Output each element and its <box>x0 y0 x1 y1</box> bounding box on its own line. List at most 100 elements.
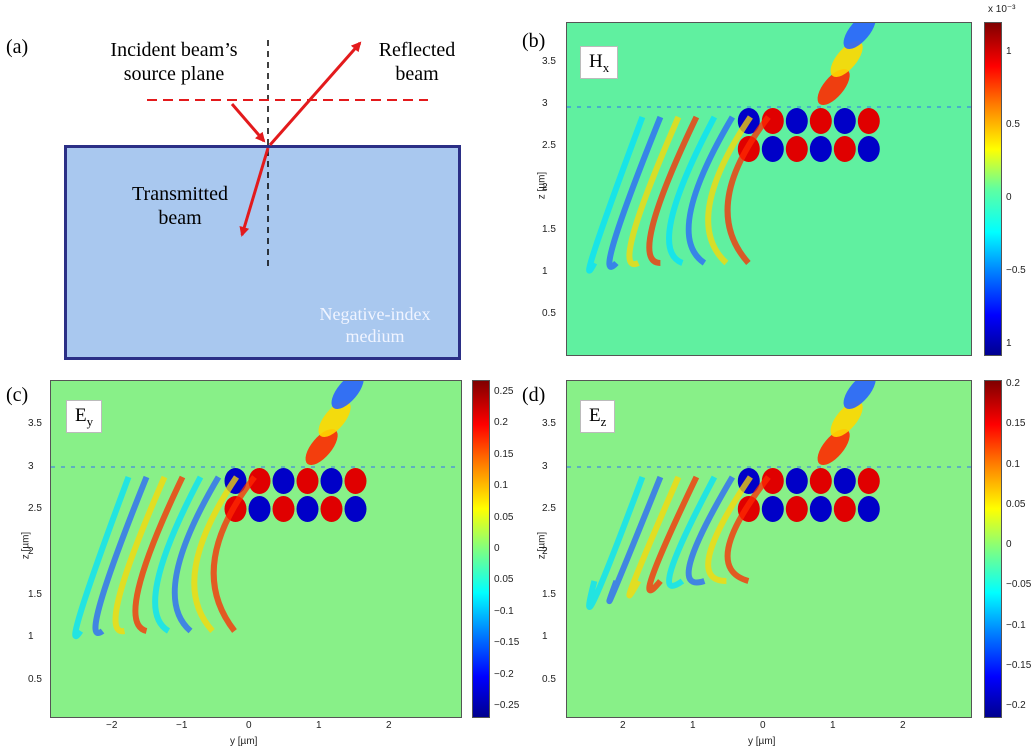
ez-transmitted-front <box>626 475 682 599</box>
ez-x-tick-1: 1 <box>690 720 696 731</box>
ez-lobe <box>809 468 832 494</box>
reflected-label: Reflected beam <box>378 39 456 85</box>
ey-cbar-tick-6: 0.05 <box>494 574 514 586</box>
transmitted-label: Transmitted beam <box>132 183 228 229</box>
ez-transmitted-front <box>724 475 771 584</box>
ey-transmitted-front <box>191 475 239 634</box>
ey-reflected-fringe <box>331 381 364 410</box>
ez-cbar-tick-8: −0.2 <box>1006 700 1026 711</box>
ez-cbar-tick-1: 0.15 <box>1006 418 1026 430</box>
ey-y-tick-6: 0.5 <box>28 674 42 685</box>
ey-lobe <box>248 468 271 494</box>
ey-transmitted-front <box>171 475 222 634</box>
ey-y-tick-5: 1 <box>28 631 34 643</box>
hx-y-tick-6: 0.5 <box>542 308 556 319</box>
hx-lobe <box>761 108 784 134</box>
ez-y-tick-0: 3.5 <box>542 418 556 429</box>
ez-cbar-tick-6: −0.1 <box>1006 619 1026 631</box>
ez-lobe <box>833 496 856 522</box>
ez-lobe <box>761 468 784 494</box>
ey-cbar-tick-3: 0.1 <box>494 480 508 492</box>
hx-cbar-tick-4: 1 <box>1006 338 1012 349</box>
hx-transmitted-front <box>705 115 753 266</box>
hx-cbar-tick-2: 0 <box>1006 192 1012 203</box>
ey-x-tick-3: 1 <box>316 720 322 731</box>
ey-transmitted-front <box>210 475 257 633</box>
ey-field-plot <box>50 380 462 718</box>
ey-y-tick-1: 3 <box>28 460 34 472</box>
ez-cbar-tick-3: 0.05 <box>1006 498 1026 510</box>
ey-cbar-tick-4: 0.05 <box>494 511 514 523</box>
ey-y-tick-4: 1.5 <box>28 588 42 600</box>
hx-lobe <box>785 136 808 162</box>
hx-y-tick-0: 3.5 <box>542 56 556 67</box>
ez-y-tick-1: 3 <box>542 460 548 472</box>
incident-arrow <box>230 103 266 143</box>
ez-x-tick-2: 0 <box>760 720 766 731</box>
hx-lobe <box>761 136 784 162</box>
ey-cbar-tick-10: −0.25 <box>494 700 520 711</box>
ez-cbar-tick-7: −0.15 <box>1006 659 1032 671</box>
ez-x-tick-3: 1 <box>830 720 836 731</box>
hx-lobe <box>833 136 856 162</box>
hx-field-label: Hx <box>580 46 619 79</box>
ez-reflected-fringe <box>843 381 876 410</box>
ey-y-tick-2: 2.5 <box>28 503 42 515</box>
ez-colorbar <box>984 380 1002 718</box>
hx-y-tick-2: 2.5 <box>542 140 556 151</box>
ez-field-label: Ez <box>580 400 616 433</box>
reflected-arrow <box>268 41 362 146</box>
ey-cbar-tick-0: 0.25 <box>494 386 514 397</box>
schematic-lines <box>147 40 428 268</box>
hx-cbar-tick-3: −0.5 <box>1006 265 1026 276</box>
hx-y-tick-1: 3 <box>542 98 548 109</box>
ey-reflected-fringe <box>305 428 338 466</box>
hx-y-tick-3: 2 <box>542 182 548 193</box>
ey-cbar-tick-1: 0.2 <box>494 417 508 429</box>
hx-transmitted-front <box>685 115 735 266</box>
hx-transmitted-front <box>626 115 682 268</box>
transmitted-arrow <box>239 147 270 237</box>
ey-reflected-fringe <box>318 400 351 438</box>
ez-transmitted-front <box>586 475 646 610</box>
ez-y-tick-6: 0.5 <box>542 674 556 685</box>
ez-x-tick-4: 2 <box>900 720 906 731</box>
ez-transmitted-front <box>666 475 718 589</box>
hx-y-tick-5: 1 <box>542 266 548 277</box>
hx-transmitted-front <box>606 115 664 270</box>
ey-cbar-tick-9: −0.2 <box>494 668 514 680</box>
hx-lobe <box>857 108 880 134</box>
ez-lobe <box>785 496 808 522</box>
ez-reflected-fringe <box>817 428 850 466</box>
ey-cbar-tick-5: 0 <box>494 543 500 554</box>
ey-x-tick-2: 0 <box>246 720 252 731</box>
ey-transmitted-front <box>152 475 204 634</box>
ey-y-tick-3: 2 <box>28 546 34 557</box>
ey-y-tick-0: 3.5 <box>28 418 42 429</box>
hx-lobe <box>809 108 832 134</box>
hx-reflected-fringe <box>817 68 850 106</box>
hx-transmitted-front <box>646 115 700 266</box>
ez-lobe <box>833 468 856 494</box>
ey-x-tick-0: −2 <box>106 720 118 731</box>
ey-lobe <box>296 496 319 522</box>
ez-x-axis-label: y [µm] <box>748 736 776 747</box>
ey-x-tick-4: 2 <box>386 720 392 731</box>
ey-lobe <box>344 468 367 494</box>
ez-transmitted-front <box>646 475 700 594</box>
ez-lobe <box>785 468 808 494</box>
hx-y-tick-4: 1.5 <box>542 224 556 235</box>
hx-reflected-fringe <box>843 23 876 50</box>
ey-lobe <box>272 496 295 522</box>
ey-transmitted-front <box>112 475 168 635</box>
ez-y-tick-5: 1 <box>542 631 548 643</box>
panel-c-letter: (c) <box>6 384 29 406</box>
ez-y-tick-4: 1.5 <box>542 588 556 600</box>
panel-d-letter: (d) <box>522 384 546 406</box>
hx-transmitted-front <box>666 115 718 266</box>
ey-transmitted-front <box>92 475 150 636</box>
ez-cbar-tick-2: 0.1 <box>1006 458 1020 470</box>
hx-colorbar-exponent: x 10⁻³ <box>988 4 1016 15</box>
ez-reflected-fringe <box>830 400 863 438</box>
ey-cbar-tick-8: −0.15 <box>494 637 520 649</box>
